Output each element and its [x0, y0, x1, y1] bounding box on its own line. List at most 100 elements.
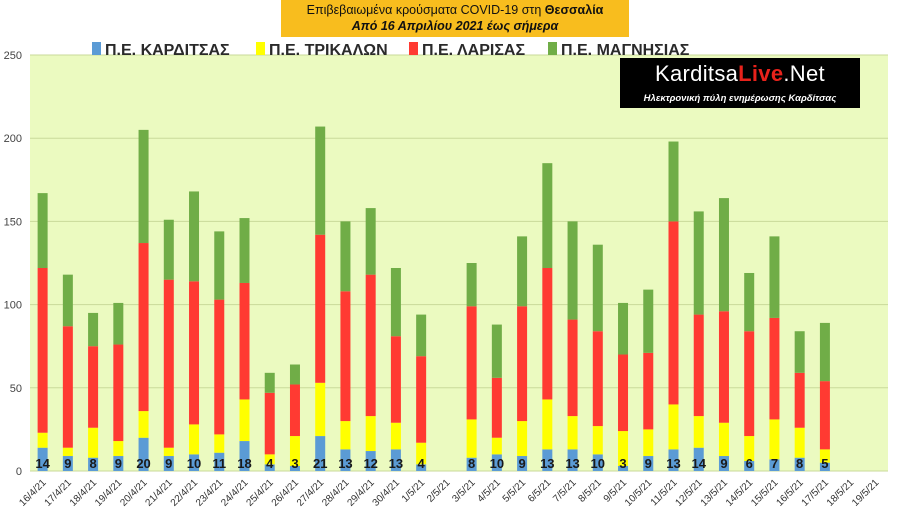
- y-tick-label: 50: [10, 383, 22, 395]
- x-tick-label: 6/5/21: [526, 477, 554, 505]
- data-label: 9: [115, 456, 122, 471]
- legend-label: Π.Ε. ΛΑΡΙΣΑΣ: [422, 42, 525, 59]
- bar-segment-4: [340, 221, 351, 292]
- data-label: 20: [136, 456, 150, 471]
- data-label: 4: [418, 456, 426, 471]
- bar-segment-4: [113, 302, 124, 345]
- plot-area: [30, 55, 888, 471]
- data-label: 21: [313, 456, 327, 471]
- bar-segment-2: [214, 434, 225, 453]
- bar-segment-1: [315, 436, 326, 471]
- bar-segment-1: [542, 449, 553, 471]
- x-tick-label: 19/5/21: [850, 477, 882, 509]
- bar-segment-1: [718, 456, 729, 471]
- bar-segment-1: [819, 462, 830, 471]
- bar-segment-4: [693, 211, 704, 315]
- bar-segment-1: [416, 464, 427, 471]
- data-label: 13: [338, 456, 352, 471]
- bar-segment-3: [693, 314, 704, 417]
- x-tick-label: 3/5/21: [450, 477, 478, 505]
- data-label: 9: [64, 456, 71, 471]
- bar-segment-2: [592, 426, 603, 455]
- data-label: 18: [237, 456, 251, 471]
- bar-segment-1: [668, 449, 679, 471]
- bar-segment-3: [592, 331, 603, 427]
- bar-segment-4: [819, 322, 830, 382]
- data-label: 3: [619, 456, 626, 471]
- bar-segment-2: [567, 416, 578, 450]
- bar-segment-4: [491, 324, 502, 378]
- bar-segment-4: [189, 191, 200, 282]
- bar-segment-3: [365, 274, 376, 417]
- legend-label: Π.Ε. ΚΑΡΔΙΤΣΑΣ: [105, 42, 230, 59]
- x-tick-label: 1/5/21: [400, 477, 428, 505]
- y-tick-label: 100: [4, 300, 22, 312]
- data-label: 11: [212, 456, 226, 471]
- bar-segment-2: [744, 436, 755, 462]
- bar-segment-2: [668, 404, 679, 450]
- bar-segment-2: [618, 431, 629, 467]
- bar-segment-1: [390, 449, 401, 471]
- title-prefix: Επιβεβαιωμένα κρούσματα COVID-19 στη: [306, 3, 542, 17]
- bar-segment-3: [390, 336, 401, 423]
- bar-segment-4: [592, 244, 603, 332]
- bar-segment-3: [239, 282, 250, 400]
- bar-segment-2: [37, 432, 48, 448]
- bar-segment-3: [315, 234, 326, 383]
- bar-segment-3: [491, 377, 502, 438]
- bar-segment-2: [62, 447, 73, 457]
- bar-segment-1: [37, 447, 48, 471]
- bar-segment-1: [189, 454, 200, 471]
- bar-segment-4: [643, 289, 654, 353]
- legend-swatch: [256, 42, 265, 55]
- karditsalive-logo: KarditsaLive.Net Ηλεκτρονική πύλη ενημέρ…: [620, 58, 860, 108]
- bar-segment-4: [138, 129, 149, 244]
- bar-segment-3: [340, 291, 351, 422]
- bar-segment-1: [239, 441, 250, 471]
- bar-segment-1: [113, 456, 124, 471]
- data-label: 5: [821, 456, 828, 471]
- bar-segment-2: [517, 421, 528, 457]
- legend-swatch: [92, 42, 101, 55]
- data-label: 13: [540, 456, 554, 471]
- bar-segment-2: [769, 419, 780, 460]
- logo-brand-a: Karditsa: [655, 61, 739, 86]
- data-label: 9: [645, 456, 652, 471]
- bar-segment-2: [289, 436, 300, 467]
- bar-segment-2: [113, 441, 124, 457]
- bar-segment-3: [769, 317, 780, 420]
- data-label: 9: [518, 456, 525, 471]
- bar-segment-4: [416, 314, 427, 357]
- bar-segment-4: [517, 236, 528, 307]
- bar-segment-2: [189, 424, 200, 455]
- bar-segment-3: [113, 344, 124, 442]
- bar-segment-1: [365, 451, 376, 471]
- bar-segment-1: [62, 456, 73, 471]
- data-label: 9: [165, 456, 172, 471]
- bar-segment-3: [567, 319, 578, 417]
- bar-segment-2: [239, 399, 250, 442]
- bar-segment-1: [466, 457, 477, 471]
- bar-segment-4: [466, 263, 477, 307]
- x-tick-label: 4/5/21: [476, 477, 504, 505]
- bar-segment-4: [88, 312, 99, 347]
- bar-segment-4: [718, 198, 729, 312]
- x-tick-label: 5/5/21: [501, 477, 529, 505]
- bar-segment-2: [163, 447, 174, 457]
- logo-brand: KarditsaLive.Net: [620, 61, 860, 87]
- bar-segment-1: [744, 461, 755, 471]
- bar-segment-4: [542, 163, 553, 268]
- bar-segment-4: [289, 364, 300, 385]
- data-label: 13: [666, 456, 680, 471]
- bar-segment-4: [618, 302, 629, 355]
- bar-segment-3: [289, 384, 300, 437]
- data-label: 10: [591, 456, 605, 471]
- bar-segment-2: [819, 449, 830, 463]
- bar-segment-3: [517, 306, 528, 422]
- data-label: 6: [746, 456, 753, 471]
- legend-label: Π.Ε. ΜΑΓΝΗΣΙΑΣ: [561, 42, 690, 59]
- data-label: 3: [291, 456, 298, 471]
- bar-segment-1: [592, 454, 603, 471]
- bar-segment-3: [542, 267, 553, 400]
